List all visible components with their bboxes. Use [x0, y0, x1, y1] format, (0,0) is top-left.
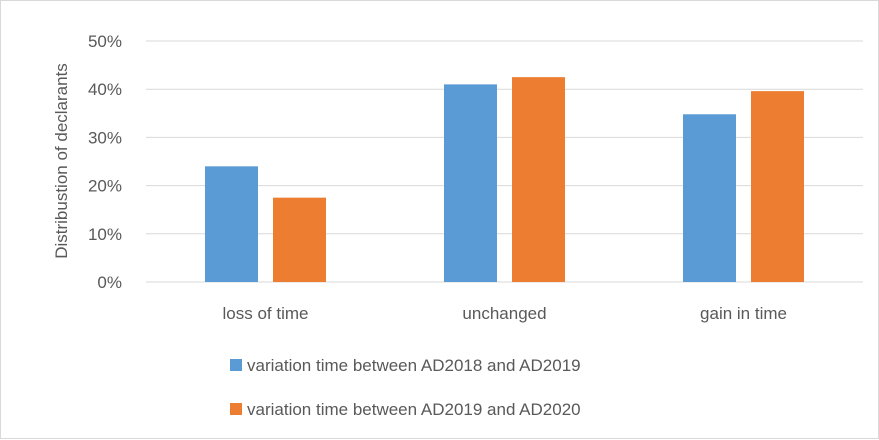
bar [751, 91, 804, 283]
y-axis-title: Distribustion of declarants [52, 63, 71, 259]
bars [205, 77, 804, 283]
x-axis-tick-labels: loss of time unchanged gain in time [223, 304, 787, 323]
x-tick-label: gain in time [700, 304, 787, 323]
bar [205, 166, 258, 282]
legend-label: variation time between AD2019 and AD2020 [247, 400, 581, 419]
bar [444, 84, 497, 282]
x-tick-label: unchanged [462, 304, 546, 323]
y-axis-tick-labels: 0% 10% 20% 30% 40% 50% [88, 32, 122, 292]
legend: variation time between AD2018 and AD2019… [230, 356, 581, 419]
gridlines [146, 40, 863, 283]
legend-label: variation time between AD2018 and AD2019 [247, 356, 581, 375]
y-tick-label: 10% [88, 225, 122, 244]
y-tick-label: 30% [88, 128, 122, 147]
y-tick-label: 50% [88, 32, 122, 51]
y-tick-label: 20% [88, 177, 122, 196]
bar [683, 114, 736, 282]
bar [273, 197, 326, 282]
legend-swatch [230, 359, 242, 371]
x-tick-label: loss of time [223, 304, 309, 323]
y-tick-label: 0% [97, 273, 122, 292]
legend-swatch [230, 403, 242, 415]
bar [512, 77, 565, 283]
y-tick-label: 40% [88, 80, 122, 99]
